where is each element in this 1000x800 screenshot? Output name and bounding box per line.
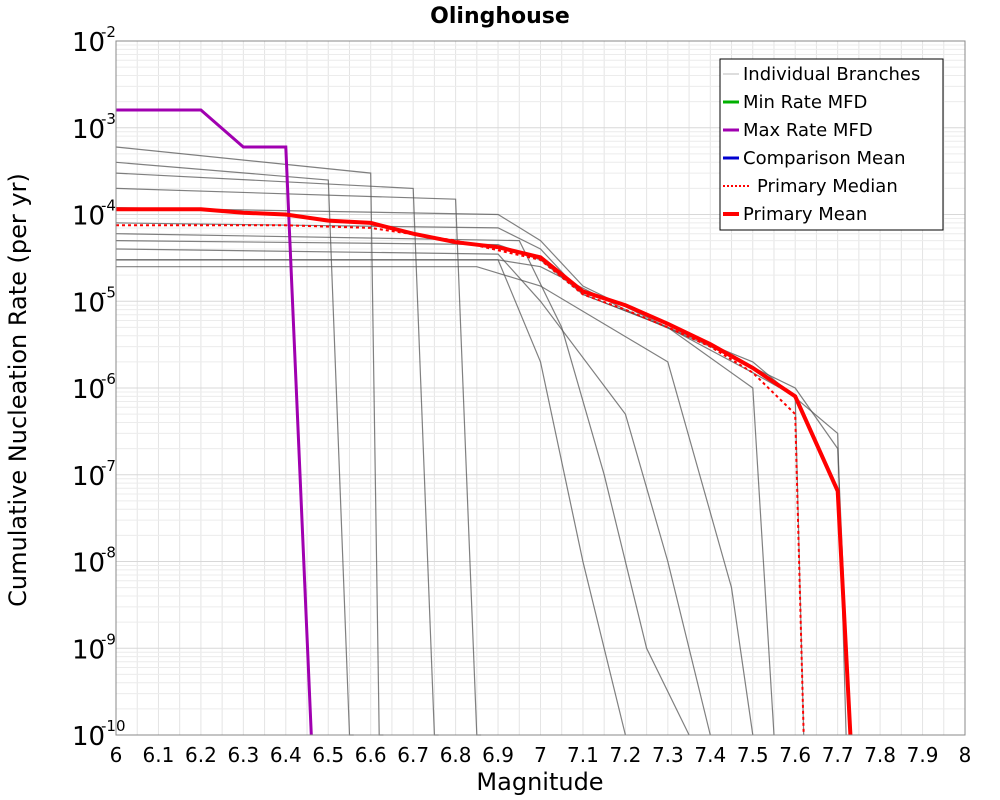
y-tick-exponent: -5 — [101, 283, 116, 301]
x-tick-label: 7 — [534, 743, 547, 767]
y-tick-label: 10-6 — [72, 370, 116, 405]
series-primary-mean-line — [116, 207, 853, 736]
x-tick-label: 7.9 — [907, 743, 939, 767]
y-tick-label: 10-8 — [72, 544, 116, 579]
y-tick-exponent: -7 — [101, 457, 116, 475]
series-main-lines — [116, 108, 853, 736]
series-max-rate-mfd-line — [116, 108, 313, 736]
y-tick-base: 10 — [72, 462, 105, 492]
y-tick-exponent: -4 — [101, 197, 116, 215]
y-tick-label: 10-2 — [72, 23, 116, 58]
x-tick-label: 7.3 — [652, 743, 684, 767]
y-tick-label: 10-10 — [72, 717, 126, 752]
x-axis-ticks: 6 6.1 6.2 6.3 6.4 6.5 6.6 6.7 6.8 6.9 7 7.1 7.2 7.3 7.… — [110, 743, 972, 767]
x-tick-label: 6.5 — [312, 743, 344, 767]
y-tick-exponent: -3 — [101, 110, 116, 128]
legend-item: Individual Branches — [723, 64, 920, 85]
x-tick-label: 6.2 — [185, 743, 217, 767]
x-tick-label: 7.8 — [864, 743, 896, 767]
y-tick-label: 10-9 — [72, 630, 116, 665]
chart-title: Olinghouse — [430, 4, 570, 29]
y-tick-base: 10 — [72, 202, 105, 232]
y-tick-base: 10 — [72, 28, 105, 58]
y-tick-base: 10 — [72, 288, 105, 318]
legend-label: Comparison Mean — [743, 148, 906, 169]
branch-line — [115, 248, 711, 736]
x-tick-label: 7.6 — [779, 743, 811, 767]
x-tick-label: 6.1 — [143, 743, 175, 767]
x-tick-label: 6.7 — [397, 743, 429, 767]
x-tick-label: 8 — [959, 743, 972, 767]
legend-item: Primary Mean — [723, 204, 867, 225]
x-tick-label: 6.6 — [355, 743, 387, 767]
y-axis-label: Cumulative Nucleation Rate (per yr) — [4, 173, 32, 607]
x-tick-label: 6.3 — [227, 743, 259, 767]
legend-label: Max Rate MFD — [743, 120, 873, 141]
y-tick-label: 10-4 — [72, 197, 116, 232]
legend-box — [719, 58, 944, 231]
y-tick-exponent: -2 — [101, 23, 116, 41]
y-tick-base: 10 — [72, 635, 105, 665]
y-tick-base: 10 — [72, 115, 105, 145]
y-tick-base: 10 — [72, 375, 105, 405]
series-individual-branches — [115, 146, 851, 736]
branch-line — [116, 259, 626, 736]
y-tick-label: 10-3 — [72, 110, 116, 145]
legend-label: Primary Median — [757, 176, 898, 197]
x-tick-label: 7.4 — [694, 743, 726, 767]
plot-frame — [115, 40, 966, 736]
x-tick-label: 7.7 — [822, 743, 854, 767]
series-primary-median-line — [116, 224, 805, 736]
x-tick-label: 7.2 — [609, 743, 641, 767]
y-tick-exponent: -8 — [101, 544, 116, 562]
x-tick-label: 6.9 — [482, 743, 514, 767]
y-tick-base: 10 — [72, 549, 105, 579]
y-tick-base: 10 — [72, 722, 105, 752]
grid-lines — [115, 41, 966, 736]
legend-label: Min Rate MFD — [743, 92, 867, 113]
legend: Individual Branches Min Rate MFD Max Rate … — [719, 58, 944, 231]
legend-label: Individual Branches — [743, 64, 920, 85]
y-tick-label: 10-7 — [72, 457, 116, 492]
legend-item: Min Rate MFD — [723, 92, 867, 113]
y-tick-exponent: -6 — [101, 370, 116, 388]
x-tick-label: 7.1 — [567, 743, 599, 767]
x-tick-label: 6.8 — [440, 743, 472, 767]
x-axis-label: Magnitude — [476, 768, 603, 796]
legend-item: Max Rate MFD — [723, 120, 873, 141]
y-tick-label: 10-5 — [72, 283, 116, 318]
x-tick-label: 6 — [110, 743, 123, 767]
y-tick-exponent: -9 — [101, 630, 116, 648]
legend-item: Comparison Mean — [723, 148, 906, 169]
legend-item: Primary Median — [723, 176, 898, 197]
branch-line — [116, 266, 754, 736]
x-tick-label: 7.5 — [737, 743, 769, 767]
branch-line — [115, 207, 775, 736]
y-tick-exponent: -10 — [101, 717, 126, 735]
x-tick-label: 6.4 — [270, 743, 302, 767]
branch-line — [116, 259, 851, 736]
legend-label: Primary Mean — [743, 204, 867, 225]
